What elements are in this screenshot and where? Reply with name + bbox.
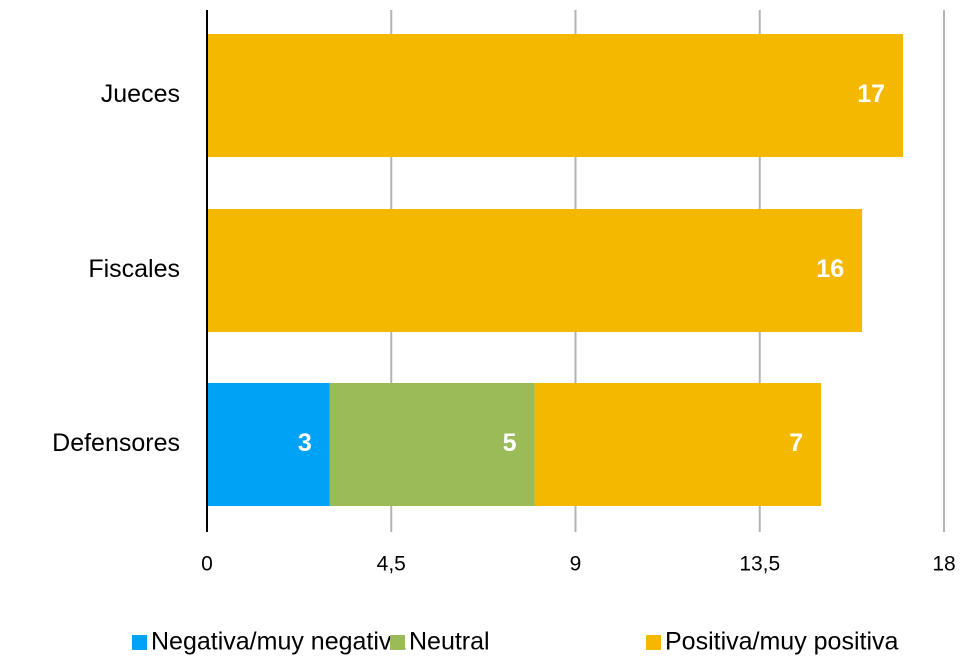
category-label: Defensores: [52, 429, 180, 457]
data-label: 3: [298, 429, 312, 457]
x-tick-label: 0: [201, 553, 213, 576]
data-label: 5: [503, 429, 517, 457]
bar-segment: [207, 34, 904, 157]
data-label: 17: [857, 80, 885, 108]
bar-segment: [207, 383, 330, 506]
legend-label: Negativa/muy negativa: [151, 628, 405, 656]
bar-segment: [534, 383, 822, 506]
x-tick-label: 13,5: [739, 553, 780, 576]
legend-label: Neutral: [409, 628, 490, 656]
x-tick-label: 9: [570, 553, 582, 576]
category-label: Fiscales: [88, 255, 180, 283]
legend-swatch: [646, 635, 661, 650]
category-label: Jueces: [101, 80, 180, 108]
data-label: 16: [816, 255, 844, 283]
bar-segment: [207, 209, 863, 332]
x-tick-label: 4,5: [377, 553, 406, 576]
legend-swatch: [390, 635, 405, 650]
data-label: 7: [789, 429, 803, 457]
bar-segment: [329, 383, 535, 506]
legend-swatch: [132, 635, 147, 650]
x-tick-label: 18: [932, 553, 955, 576]
legend-label: Positiva/muy positiva: [665, 628, 899, 656]
